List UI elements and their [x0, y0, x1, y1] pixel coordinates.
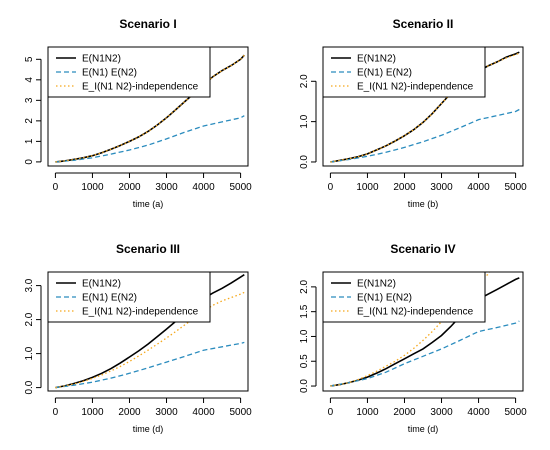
y-tick-label: 1.0	[299, 329, 310, 343]
series-line-1	[330, 277, 520, 387]
x-tick-label: 2000	[118, 407, 141, 418]
y-tick-label: 0	[24, 159, 35, 165]
series-line-1	[55, 274, 245, 389]
x-tick-label: 1000	[356, 182, 379, 193]
x-tick-label: 5000	[504, 182, 527, 193]
legend-label: E(N1) E(N2)	[82, 68, 137, 79]
y-tick-label: 4	[24, 77, 35, 83]
series-line-2	[55, 341, 245, 389]
x-tick-label: 4000	[467, 182, 490, 193]
y-tick-label: 2.0	[24, 312, 35, 326]
series-group	[330, 272, 520, 387]
panel-title: Scenario II	[393, 17, 454, 31]
legend-label: E_I(N1 N2)-independence	[357, 82, 474, 93]
x-tick-label: 2000	[118, 182, 141, 193]
x-tick-label: 4000	[192, 407, 215, 418]
panel-2: Scenario II 0 1000 2000 3000 4000 5000 0.0 1.0 2.…	[299, 17, 527, 209]
x-tick-label: 1000	[356, 407, 379, 418]
x-tick-label: 3000	[155, 407, 178, 418]
panel-title: Scenario IV	[390, 242, 455, 256]
series-line-3	[55, 54, 245, 163]
legend: E(N1N2) E(N1) E(N2) E_I(N1 N2)-independenc…	[322, 271, 486, 323]
series-line-3	[330, 272, 491, 387]
y-tick-label: 1.0	[299, 114, 310, 128]
x-tick-label: 5000	[229, 407, 252, 418]
x-tick-label: 3000	[430, 182, 453, 193]
legend-label: E_I(N1 N2)-independence	[82, 307, 199, 318]
series-group	[55, 274, 245, 389]
y-tick-label: 0.0	[24, 380, 35, 394]
y-tick-label: 2.0	[299, 279, 310, 293]
legend-label: E(N1N2)	[82, 279, 121, 290]
series-line-2	[55, 115, 245, 163]
y-tick-label: 2	[24, 118, 35, 124]
y-tick-label: 1	[24, 138, 35, 144]
legend-label: E(N1N2)	[82, 54, 121, 65]
y-tick-label: 1.5	[299, 304, 310, 318]
x-axis-label: time (d)	[133, 424, 164, 434]
x-tick-label: 1000	[81, 407, 104, 418]
x-tick-label: 0	[328, 407, 334, 418]
legend: E(N1N2) E(N1) E(N2) E_I(N1 N2)-independenc…	[47, 271, 211, 323]
series-line-3	[330, 52, 520, 163]
series-line-3	[55, 291, 245, 389]
legend-label: E(N1) E(N2)	[357, 68, 412, 79]
x-tick-label: 4000	[192, 182, 215, 193]
series-group	[55, 54, 245, 163]
x-axis-label: time (a)	[133, 199, 164, 209]
x-tick-label: 0	[53, 407, 59, 418]
legend: E(N1N2) E(N1) E(N2) E_I(N1 N2)-independenc…	[322, 46, 486, 98]
legend-label: E_I(N1 N2)-independence	[82, 82, 199, 93]
x-axis-label: time (b)	[408, 199, 439, 209]
legend-box	[47, 46, 211, 98]
y-tick-label: 1.0	[24, 346, 35, 360]
panel-1: Scenario I 0 1000 2000 3000 4000 5000 0 1 2 3 4 5 tim…	[24, 17, 252, 209]
y-tick-label: 2.0	[299, 74, 310, 88]
legend-label: E(N1) E(N2)	[357, 293, 412, 304]
panel-title: Scenario III	[116, 242, 180, 256]
y-tick-label: 3	[24, 97, 35, 103]
y-tick-label: 5	[24, 56, 35, 62]
y-tick-label: 0.5	[299, 354, 310, 368]
x-tick-label: 5000	[229, 182, 252, 193]
x-tick-label: 3000	[155, 182, 178, 193]
x-tick-label: 5000	[504, 407, 527, 418]
legend-label: E_I(N1 N2)-independence	[357, 307, 474, 318]
x-tick-label: 3000	[430, 407, 453, 418]
y-tick-label: 3.0	[24, 278, 35, 292]
legend-label: E(N1) E(N2)	[82, 293, 137, 304]
series-line-2	[330, 108, 520, 163]
x-axis-label: time (d)	[408, 424, 439, 434]
series-line-2	[330, 320, 520, 387]
legend-label: E(N1N2)	[357, 54, 396, 65]
panel-3: Scenario III 0 1000 2000 3000 4000 5000 0.0 1.0 2…	[24, 242, 252, 434]
panel-title: Scenario I	[119, 17, 176, 31]
x-tick-label: 0	[328, 182, 334, 193]
x-tick-label: 4000	[467, 407, 490, 418]
x-tick-label: 2000	[393, 407, 416, 418]
panel-4: Scenario IV 0 1000 2000 3000 4000 5000 0.0 0.5 1.…	[299, 242, 527, 434]
legend-label: E(N1N2)	[357, 279, 396, 290]
series-group	[330, 51, 520, 163]
y-tick-label: 0.0	[299, 379, 310, 393]
x-tick-label: 2000	[393, 182, 416, 193]
x-tick-label: 1000	[81, 182, 104, 193]
x-tick-label: 0	[53, 182, 59, 193]
y-tick-label: 0.0	[299, 155, 310, 169]
legend: E(N1N2) E(N1) E(N2) E_I(N1 N2)-independenc…	[47, 46, 211, 98]
